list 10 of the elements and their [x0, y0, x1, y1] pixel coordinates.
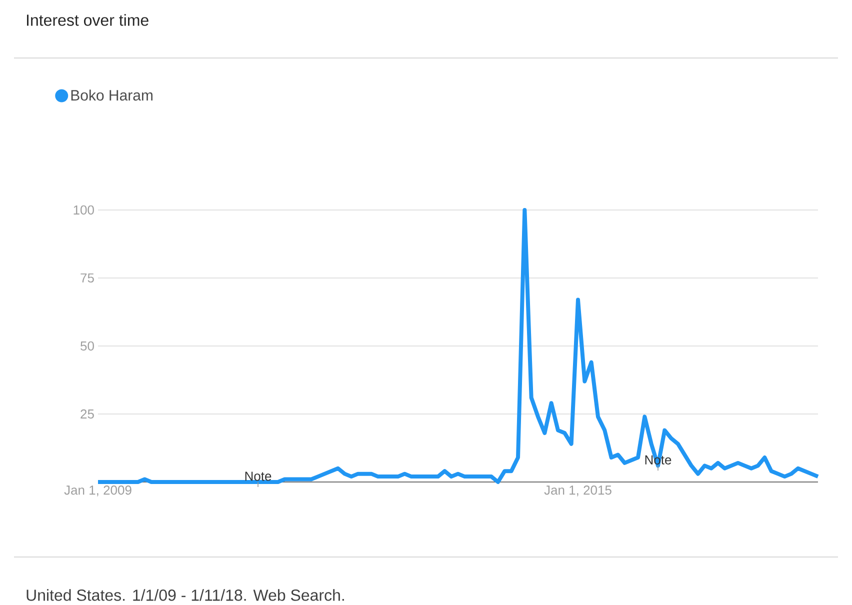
chart-title: Interest over time [27, 14, 148, 26]
y-tick-label: 100 [74, 205, 94, 215]
text: United States. 1/1/09 - 1/11/18. Web Search. [26, 589, 344, 601]
x-tick-label: Jan 1, 2009 [64, 486, 132, 496]
y-tick-label: 25 [80, 409, 94, 419]
x-tick-label: Jan 1, 2015 [544, 486, 612, 496]
y-tick-label: 75 [80, 273, 94, 283]
y-tick-label: 50 [80, 341, 94, 351]
legend-label: Boko Haram [71, 90, 152, 101]
annotation: Note [245, 472, 272, 481]
